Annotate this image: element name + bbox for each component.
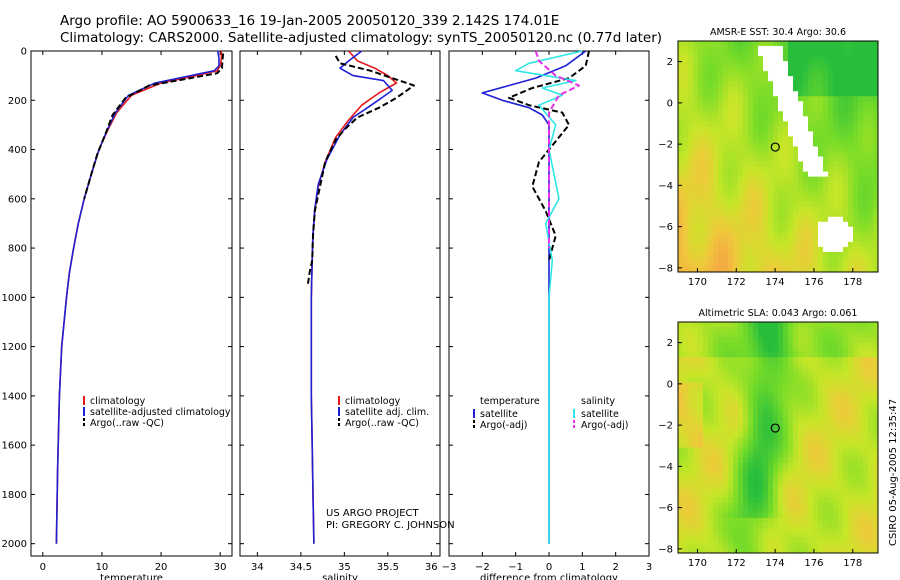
sst-ytick-label-4: −6 [658,222,673,233]
sst-ytick-label-2: −2 [658,140,673,151]
sst-ytick-label-0: 2 [667,57,673,68]
sst-title: AMSR-E SST: 30.4 Argo: 30.6 [710,27,846,38]
temp-ytick-label-2: 400 [8,145,27,156]
sst-xtick-label-4: 178 [843,277,862,288]
diff-legend-label-1: satellite [480,409,518,420]
credit-line-1: US ARGO PROJECT [326,508,419,519]
sal-xlabel: salinity [322,573,358,580]
temp-ytick-label-9: 1800 [2,490,27,501]
temp-ytick-label-10: 2000 [2,539,27,550]
temp-series-argo-line [83,53,225,200]
sst-xtick-label-3: 176 [804,277,823,288]
sst-axes-frame [677,40,879,273]
diff-legend-label-2: Argo(-adj) [480,420,527,431]
temp-legend-label-0: climatology [90,396,146,407]
temp-xlabel: temperature [100,573,163,580]
temp-axes-frame [30,50,233,557]
diff-xtick-label-4: 1 [579,562,585,573]
sst-field [678,41,879,273]
sla-xtick-label-4: 178 [843,558,862,569]
diff-legend-label-0: temperature [480,396,540,407]
temp-xtick-label-3: 30 [214,562,227,573]
sal-axes-frame [239,50,441,557]
credit-line-2: PI: GREGORY C. JOHNSON [326,520,455,531]
sla-ytick-label-1: 0 [667,379,673,390]
sal-xtick-label-4: 36 [425,562,438,573]
sla-ytick-label-0: 2 [667,338,673,349]
sla-ytick-label-3: −4 [658,462,673,473]
diff-xtick-label-1: −2 [475,562,490,573]
temp-ytick-label-1: 200 [8,96,27,107]
sla-field [678,322,879,554]
diff-legend-label-3: salinity [581,396,615,407]
diff-xtick-label-3: 0 [546,562,552,573]
side-timestamp: CSIRO 05-Aug-2005 12:35:47 [888,398,899,546]
diff-series-salinity-satellite-line [514,50,583,544]
temp-ytick-label-3: 600 [8,194,27,205]
sal-xtick-label-3: 35.5 [377,562,399,573]
diff-legend-label-4: satellite [581,409,619,420]
sla-ytick-label-4: −6 [658,503,673,514]
temp-ytick-label-0: 0 [21,47,27,58]
sal-xtick-label-0: 34 [251,562,264,573]
temp-legend-label-1: satellite-adjusted climatology [90,407,231,418]
temp-xtick-label-0: 0 [40,562,46,573]
temp-ytick-label-7: 1400 [2,391,27,402]
diff-series-temperature-argo-adj--line [508,50,590,261]
sla-axes-frame [677,321,879,554]
diff-xlabel: difference from climatology [480,573,618,580]
temp-ytick-label-6: 1200 [2,342,27,353]
sla-argo-location-marker [770,423,780,433]
sst-ytick-label-5: −8 [658,263,673,274]
sla-xtick-label-2: 174 [766,558,785,569]
temp-ytick-label-8: 1600 [2,441,27,452]
sla-ytick-label-5: −8 [658,544,673,555]
sal-series-argo-line [306,55,415,286]
sal-legend-label-1: satellite adj. clim. [345,407,429,418]
diff-xtick-label-6: 3 [646,562,652,573]
sst-argo-location-marker [770,142,780,152]
sst-xtick-label-2: 174 [766,277,785,288]
sla-xtick-label-3: 176 [804,558,823,569]
sal-xtick-label-2: 35 [338,562,351,573]
sal-legend-label-2: Argo(..raw -QC) [345,418,419,429]
header-line-1: Argo profile: AO 5900633_16 19-Jan-2005 … [60,13,560,29]
diff-legend-label-5: Argo(-adj) [581,420,628,431]
sst-ytick-label-3: −4 [658,181,673,192]
temp-legend-label-2: Argo(..raw -QC) [90,418,164,429]
temp-xtick-label-1: 10 [96,562,109,573]
temp-ytick-label-5: 1000 [2,293,27,304]
sal-xtick-label-1: 34.5 [290,562,312,573]
sst-ytick-label-1: 0 [667,98,673,109]
temp-ytick-label-4: 800 [8,244,27,255]
diff-xtick-label-2: −1 [508,562,523,573]
header-line-2: Climatology: CARS2000. Satellite-adjuste… [60,30,663,46]
sst-xtick-label-0: 170 [688,277,707,288]
diff-xtick-label-0: −3 [442,562,457,573]
sst-xtick-label-1: 172 [727,277,746,288]
sal-legend-label-0: climatology [345,396,401,407]
sla-ytick-label-2: −2 [658,421,673,432]
diff-xtick-label-5: 2 [612,562,618,573]
temp-xtick-label-2: 20 [155,562,168,573]
sla-xtick-label-1: 172 [727,558,746,569]
sla-xtick-label-0: 170 [688,558,707,569]
sla-title: Altimetric SLA: 0.043 Argo: 0.061 [699,308,858,319]
